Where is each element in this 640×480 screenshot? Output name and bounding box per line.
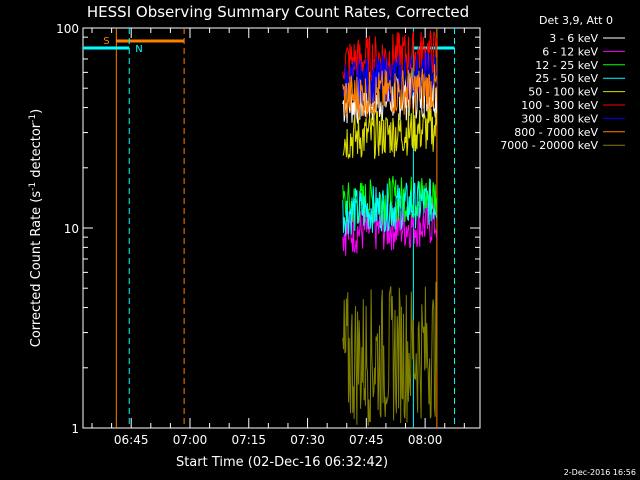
legend-entry-label: 100 - 300 keV xyxy=(521,99,598,112)
legend-entry-label: 12 - 25 keV xyxy=(535,59,598,72)
legend-entry-label: 800 - 7000 keV xyxy=(514,126,598,139)
x-tick-label: 07:00 xyxy=(173,433,208,447)
y-label-part: Corrected Count Rate (s xyxy=(29,191,44,348)
legend-entry-label: 3 - 6 keV xyxy=(549,32,598,45)
x-tick-label: 07:30 xyxy=(290,433,325,447)
y-tick-label: 10 xyxy=(64,222,79,236)
legend-entry-label: 300 - 800 keV xyxy=(521,112,598,125)
y-label-sup: -1 xyxy=(28,182,38,191)
x-tick-label: 08:00 xyxy=(408,433,443,447)
y-tick-label: 100 xyxy=(56,22,79,36)
y-label-part: detector xyxy=(29,122,44,182)
y-axis-label: Corrected Count Rate (s-1 detector-1) xyxy=(28,109,44,347)
legend-entry-label: 25 - 50 keV xyxy=(535,72,598,85)
series-line-4 xyxy=(342,106,438,159)
series-line-8 xyxy=(342,281,438,426)
x-tick-label: 07:15 xyxy=(231,433,266,447)
series-line-3 xyxy=(342,179,438,236)
x-axis-label: Start Time (02-Dec-16 06:32:42) xyxy=(176,455,388,470)
x-tick-label: 06:45 xyxy=(114,433,149,447)
legend-entry-label: 7000 - 20000 keV xyxy=(500,139,598,152)
x-tick-label: 07:45 xyxy=(349,433,384,447)
series-line-7 xyxy=(342,64,438,120)
chart-title: HESSI Observing Summary Count Rates, Cor… xyxy=(87,3,469,21)
legend-title: Det 3,9, Att 0 xyxy=(539,14,613,27)
legend-entry-label: 50 - 100 keV xyxy=(528,86,598,99)
saa-label: S xyxy=(103,36,109,47)
legend-entry-label: 6 - 12 keV xyxy=(542,45,598,58)
series-line-6 xyxy=(342,51,438,106)
night-label: N xyxy=(135,44,142,55)
y-label-part: ) xyxy=(29,109,44,114)
series-line-5 xyxy=(342,30,438,82)
series-line-1 xyxy=(342,200,438,256)
footer-date: 2-Dec-2016 16:56 xyxy=(564,468,636,477)
y-tick-label: 1 xyxy=(71,422,79,436)
y-label-sup: -1 xyxy=(28,114,38,123)
